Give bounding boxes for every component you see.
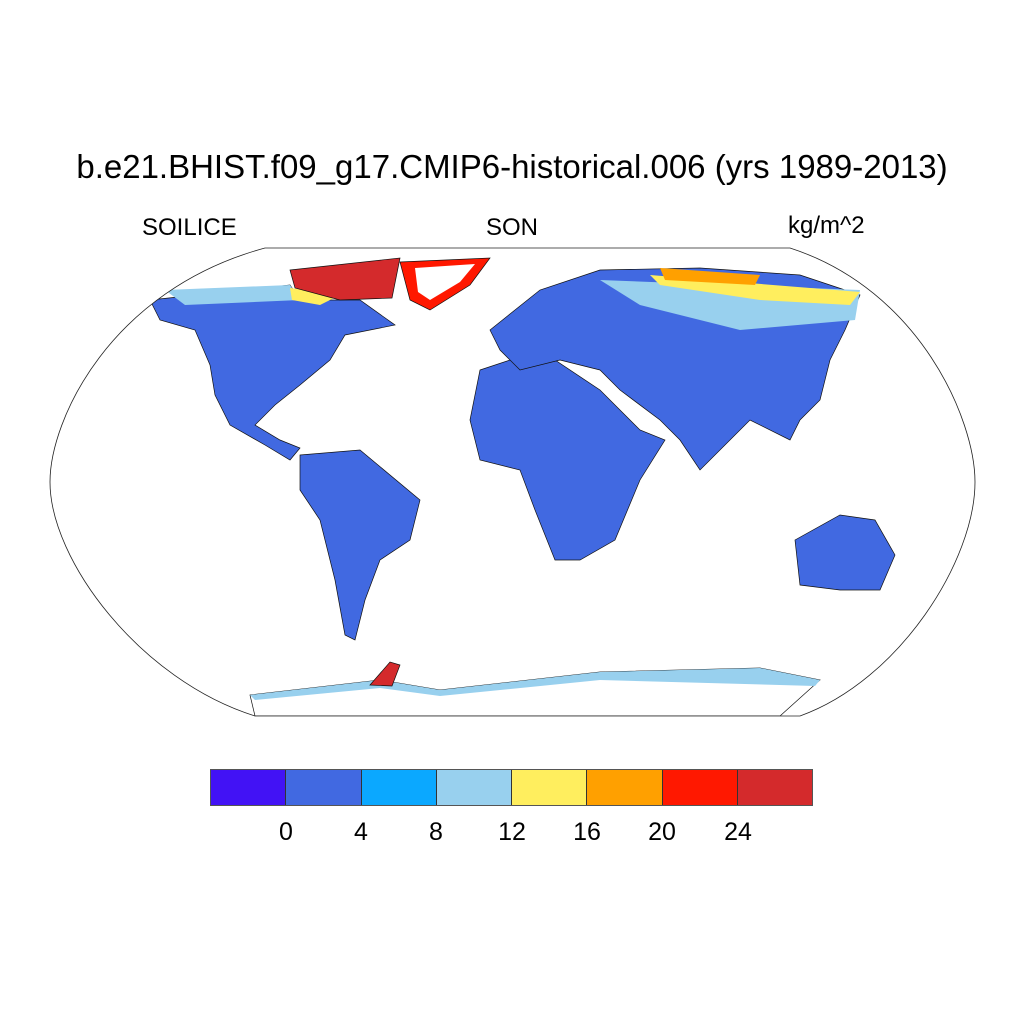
antarctica-edge [250,668,820,700]
colorbar-bin [737,770,812,805]
colorbar-bin [436,770,512,805]
north-america-high-lat [165,285,300,305]
colorbar-bin [361,770,437,805]
colorbar-tick: 16 [573,818,601,846]
colorbar-bin [286,770,362,805]
australia [794,514,896,591]
colorbar-bin [662,770,738,805]
season-label: SON [485,214,538,241]
south-america [299,449,421,641]
units-label: kg/m^2 [788,212,865,239]
colorbar-bin [211,770,287,805]
colorbar-tick: 12 [498,818,526,846]
africa [469,349,666,561]
antarctic-peninsula [369,661,401,687]
colorbar-bin [512,770,588,805]
colorbar-tick: 0 [279,818,293,846]
colorbar-bin [587,770,663,805]
colorbar-tick: 20 [648,818,676,846]
greenland-interior [415,264,475,300]
map-border [49,247,976,717]
eurasia-orange-band [660,268,760,285]
variable-label: SOILICE [142,214,237,241]
plot-title: b.e21.BHIST.f09_g17.CMIP6-historical.006… [76,148,948,185]
arctic-archipelago [289,257,401,301]
north-america-high-lat-yellow [290,288,340,305]
colorbar-tick: 4 [354,818,368,846]
eurasia-yellow-band [650,275,860,305]
colorbar-tick: 8 [429,818,443,846]
north-america [149,284,396,461]
colorbar-tick: 24 [724,818,752,846]
colorbar [210,769,813,806]
